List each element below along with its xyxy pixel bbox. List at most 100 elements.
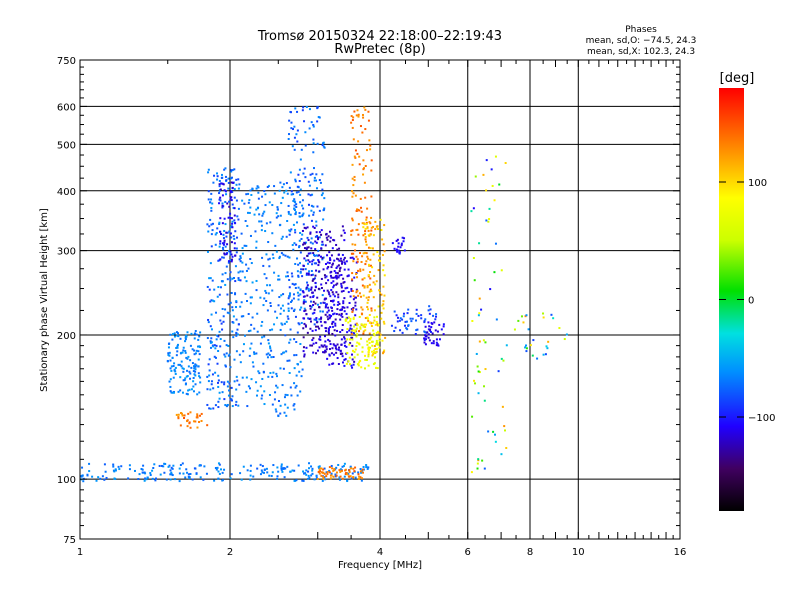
scatter-point	[292, 293, 295, 296]
scatter-point	[351, 217, 354, 220]
scatter-point	[330, 314, 333, 317]
scatter-point	[230, 258, 233, 261]
scatter-point	[398, 251, 401, 254]
scatter-point	[262, 362, 265, 365]
scatter-point	[232, 235, 235, 238]
scatter-point	[365, 149, 368, 152]
scatter-point	[307, 273, 310, 276]
scatter-point	[274, 391, 277, 394]
scatter-point	[210, 299, 213, 302]
scatter-point	[224, 404, 227, 407]
scatter-point	[224, 223, 227, 226]
scatter-point	[374, 356, 377, 359]
scatter-point	[270, 356, 273, 359]
scatter-point	[239, 279, 242, 282]
scatter-point	[255, 381, 258, 384]
scatter-point	[211, 202, 214, 205]
scatter-point	[212, 407, 215, 410]
scatter-point	[495, 318, 498, 321]
scatter-point	[347, 360, 350, 363]
scatter-point	[355, 228, 358, 231]
scatter-point	[485, 219, 488, 222]
scatter-point	[210, 233, 213, 236]
scatter-point	[356, 333, 359, 336]
scatter-point	[261, 195, 264, 198]
scatter-point	[309, 317, 312, 320]
scatter-point	[301, 229, 304, 232]
scatter-point	[344, 358, 347, 361]
scatter-point	[351, 358, 354, 361]
scatter-point	[273, 192, 276, 195]
scatter-point	[154, 479, 157, 482]
scatter-point	[303, 322, 306, 325]
chart-subtitle: RwPretec (8p)	[334, 42, 425, 57]
scatter-point	[191, 362, 194, 365]
scatter-point	[360, 337, 363, 340]
scatter-point	[286, 359, 289, 362]
scatter-point	[255, 394, 258, 397]
scatter-point	[271, 232, 274, 235]
scatter-point	[397, 249, 400, 252]
scatter-point	[226, 311, 229, 314]
scatter-point	[232, 181, 235, 184]
scatter-point	[433, 321, 436, 324]
scatter-point	[177, 390, 180, 393]
scatter-point	[184, 351, 187, 354]
scatter-point	[194, 330, 197, 333]
scatter-point	[367, 299, 370, 302]
scatter-point	[294, 178, 297, 181]
scatter-point	[333, 303, 336, 306]
scatter-point	[288, 278, 291, 281]
scatter-point	[229, 251, 232, 254]
scatter-point	[361, 113, 364, 116]
scatter-point	[362, 268, 365, 271]
scatter-point	[182, 367, 185, 370]
scatter-point	[293, 125, 296, 128]
scatter-point	[365, 323, 368, 326]
scatter-point	[359, 470, 362, 473]
scatter-point	[364, 232, 367, 235]
scatter-point	[565, 333, 568, 336]
scatter-point	[172, 391, 175, 394]
scatter-point	[327, 330, 330, 333]
scatter-point	[272, 257, 275, 260]
scatter-point	[186, 425, 189, 428]
scatter-point	[163, 471, 166, 474]
scatter-point	[211, 279, 214, 282]
scatter-point	[393, 310, 396, 313]
scatter-point	[186, 369, 189, 372]
scatter-point	[218, 463, 221, 466]
scatter-point	[345, 352, 348, 355]
scatter-point	[167, 465, 170, 468]
scatter-point	[362, 173, 365, 176]
scatter-point	[246, 469, 249, 472]
scatter-point	[315, 224, 318, 227]
scatter-point	[268, 265, 271, 268]
scatter-point	[353, 179, 356, 182]
scatter-point	[276, 386, 279, 389]
scatter-point	[244, 220, 247, 223]
scatter-point	[330, 299, 333, 302]
scatter-point	[230, 170, 233, 173]
scatter-point	[357, 140, 360, 143]
scatter-point	[483, 399, 486, 402]
scatter-point	[82, 480, 85, 483]
scatter-point	[323, 289, 326, 292]
scatter-point	[167, 353, 170, 356]
scatter-point	[290, 272, 293, 275]
scatter-point	[288, 256, 291, 259]
scatter-point	[375, 339, 378, 342]
scatter-point	[365, 243, 368, 246]
scatter-point	[219, 338, 222, 341]
scatter-point	[220, 182, 223, 185]
scatter-point	[365, 296, 368, 299]
scatter-point	[360, 366, 363, 369]
scatter-point	[337, 301, 340, 304]
scatter-point	[376, 367, 379, 370]
scatter-point	[336, 329, 339, 332]
scatter-point	[206, 403, 209, 406]
scatter-point	[372, 351, 375, 354]
scatter-point	[155, 477, 158, 480]
scatter-point	[324, 263, 327, 266]
scatter-point	[325, 297, 328, 300]
